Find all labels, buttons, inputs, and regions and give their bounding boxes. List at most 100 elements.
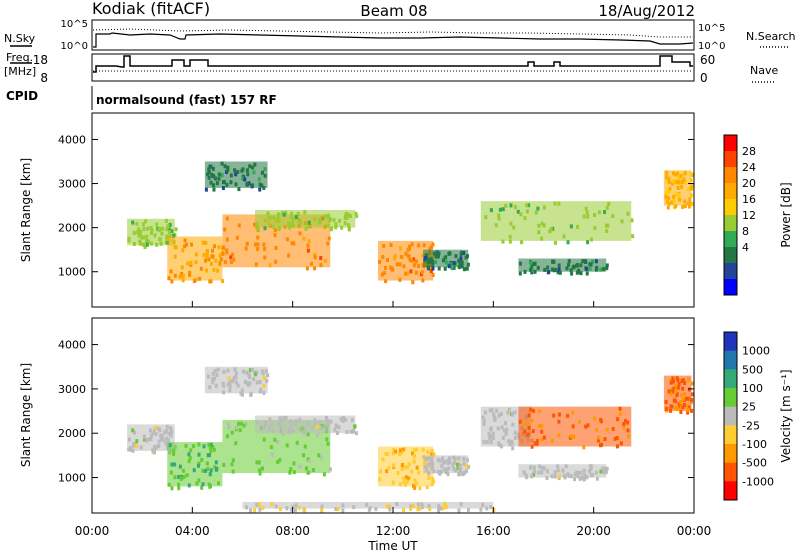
noise-panel-frame bbox=[91, 19, 695, 51]
velocity-echo-gate bbox=[684, 404, 688, 409]
power-echo-gate bbox=[681, 172, 685, 177]
power-echo-gate bbox=[288, 225, 292, 230]
power-echo-gate bbox=[497, 216, 501, 221]
power-echo-gate bbox=[422, 243, 426, 248]
power-echo-gate bbox=[268, 263, 272, 268]
velocity-echo-gate bbox=[557, 419, 561, 424]
velocity-echo-gate bbox=[584, 424, 588, 429]
velocity-echo-gate bbox=[227, 422, 231, 427]
power-echo-gate bbox=[665, 170, 669, 175]
power-echo-gate bbox=[155, 242, 159, 247]
velocity-echo-gate bbox=[316, 433, 320, 438]
velocity-echo-gate bbox=[240, 388, 244, 393]
velocity-echo-gate bbox=[675, 393, 679, 398]
velocity-colorbar-swatch bbox=[724, 369, 737, 389]
velocity-y-label: Slant Range [km] bbox=[19, 363, 33, 467]
velocity-echo-gate bbox=[285, 506, 289, 511]
velocity-echo-gate bbox=[479, 507, 483, 512]
velocity-echo-gate bbox=[232, 375, 236, 380]
power-echo-gate bbox=[489, 208, 493, 213]
power-echo-gate bbox=[327, 236, 331, 241]
power-echo-gate bbox=[557, 263, 561, 268]
velocity-echo-gate bbox=[540, 465, 544, 470]
power-echo-gate bbox=[273, 233, 277, 238]
power-echo-gate bbox=[576, 270, 580, 275]
power-echo-gate bbox=[247, 181, 251, 186]
velocity-echo-gate bbox=[603, 437, 607, 442]
velocity-echo-gate bbox=[326, 423, 330, 428]
power-echo-gate bbox=[680, 184, 684, 189]
velocity-echo-gate bbox=[622, 421, 626, 426]
velocity-echo-gate bbox=[564, 464, 568, 469]
power-colorbar-swatch bbox=[724, 231, 737, 248]
power-colorbar-tick-label: 8 bbox=[742, 225, 749, 238]
power-echo-gate bbox=[423, 258, 427, 263]
velocity-echo-gate bbox=[491, 431, 495, 436]
velocity-echo-gate bbox=[441, 456, 445, 461]
power-echo-gate bbox=[305, 266, 309, 271]
velocity-echo-gate bbox=[439, 506, 443, 511]
velocity-echo-gate bbox=[334, 506, 338, 511]
velocity-echo-gate bbox=[236, 383, 240, 388]
velocity-echo-gate bbox=[442, 505, 446, 510]
power-echo-gate bbox=[217, 245, 221, 250]
power-echo-gate bbox=[194, 277, 198, 282]
velocity-echo-gate bbox=[391, 451, 395, 456]
power-echo-gate bbox=[501, 207, 505, 212]
velocity-echo-gate bbox=[386, 466, 390, 471]
power-echo-gate bbox=[286, 237, 290, 242]
power-echo-gate bbox=[313, 255, 317, 260]
power-echo-gate bbox=[181, 273, 185, 278]
power-echo-gate bbox=[307, 239, 311, 244]
velocity-echo-gate bbox=[292, 461, 296, 466]
power-colorbar-tick-label: 20 bbox=[742, 177, 756, 190]
power-colorbar-ticks: 28 24 20 16 12 8 4 bbox=[742, 145, 756, 254]
velocity-echo-gate bbox=[336, 431, 340, 436]
power-echo-gate bbox=[260, 170, 264, 175]
velocity-echo-gate bbox=[163, 430, 167, 435]
velocity-echo-gate bbox=[497, 441, 501, 446]
power-echo-gate bbox=[160, 231, 164, 236]
power-echo-gate bbox=[567, 262, 571, 267]
velocity-colorbar-swatch bbox=[724, 388, 737, 408]
velocity-echo-gate bbox=[257, 460, 261, 465]
velocity-echo-gate bbox=[619, 441, 623, 446]
power-echo-gate bbox=[131, 220, 135, 225]
velocity-echo-gate bbox=[673, 406, 677, 411]
velocity-echo-gate bbox=[148, 428, 152, 433]
velocity-echo-gate bbox=[462, 470, 466, 475]
velocity-echo-gate bbox=[231, 458, 235, 463]
velocity-echo-gate bbox=[209, 449, 213, 454]
power-echo-gate bbox=[165, 236, 169, 241]
power-echo-gate bbox=[497, 213, 501, 218]
power-echo-gate bbox=[464, 255, 468, 260]
velocity-echo-gate bbox=[278, 507, 282, 512]
velocity-echo-gate bbox=[307, 458, 311, 463]
power-echo-gate bbox=[523, 269, 527, 274]
power-echo-gate bbox=[572, 264, 576, 269]
velocity-echo-gate bbox=[227, 425, 231, 430]
power-echo-gate bbox=[687, 204, 691, 209]
power-echo-gate bbox=[225, 216, 229, 221]
velocity-echo-gate bbox=[234, 375, 238, 380]
power-echo-gate bbox=[431, 272, 435, 277]
velocity-echo-gate bbox=[269, 445, 273, 450]
power-echo-gate bbox=[595, 265, 599, 270]
velocity-echo-gate bbox=[447, 466, 451, 471]
velocity-echo-gate bbox=[298, 464, 302, 469]
velocity-echo-gate bbox=[601, 466, 605, 471]
velocity-echo-gate bbox=[207, 442, 211, 447]
velocity-echo-gate bbox=[672, 386, 676, 391]
power-echo-gate bbox=[666, 205, 670, 210]
velocity-echo-gate bbox=[566, 413, 570, 418]
power-echo-gate bbox=[326, 241, 330, 246]
velocity-echo-gate bbox=[240, 392, 244, 397]
velocity-echo-gate bbox=[248, 368, 252, 373]
power-echo-gate bbox=[251, 183, 255, 188]
velocity-echo-gate bbox=[392, 447, 396, 452]
velocity-echo-gate bbox=[448, 460, 452, 465]
power-echo-gate bbox=[494, 223, 498, 228]
velocity-echo-gate bbox=[167, 482, 171, 487]
power-echo-gate bbox=[137, 227, 141, 232]
power-echo-gate bbox=[139, 241, 143, 246]
